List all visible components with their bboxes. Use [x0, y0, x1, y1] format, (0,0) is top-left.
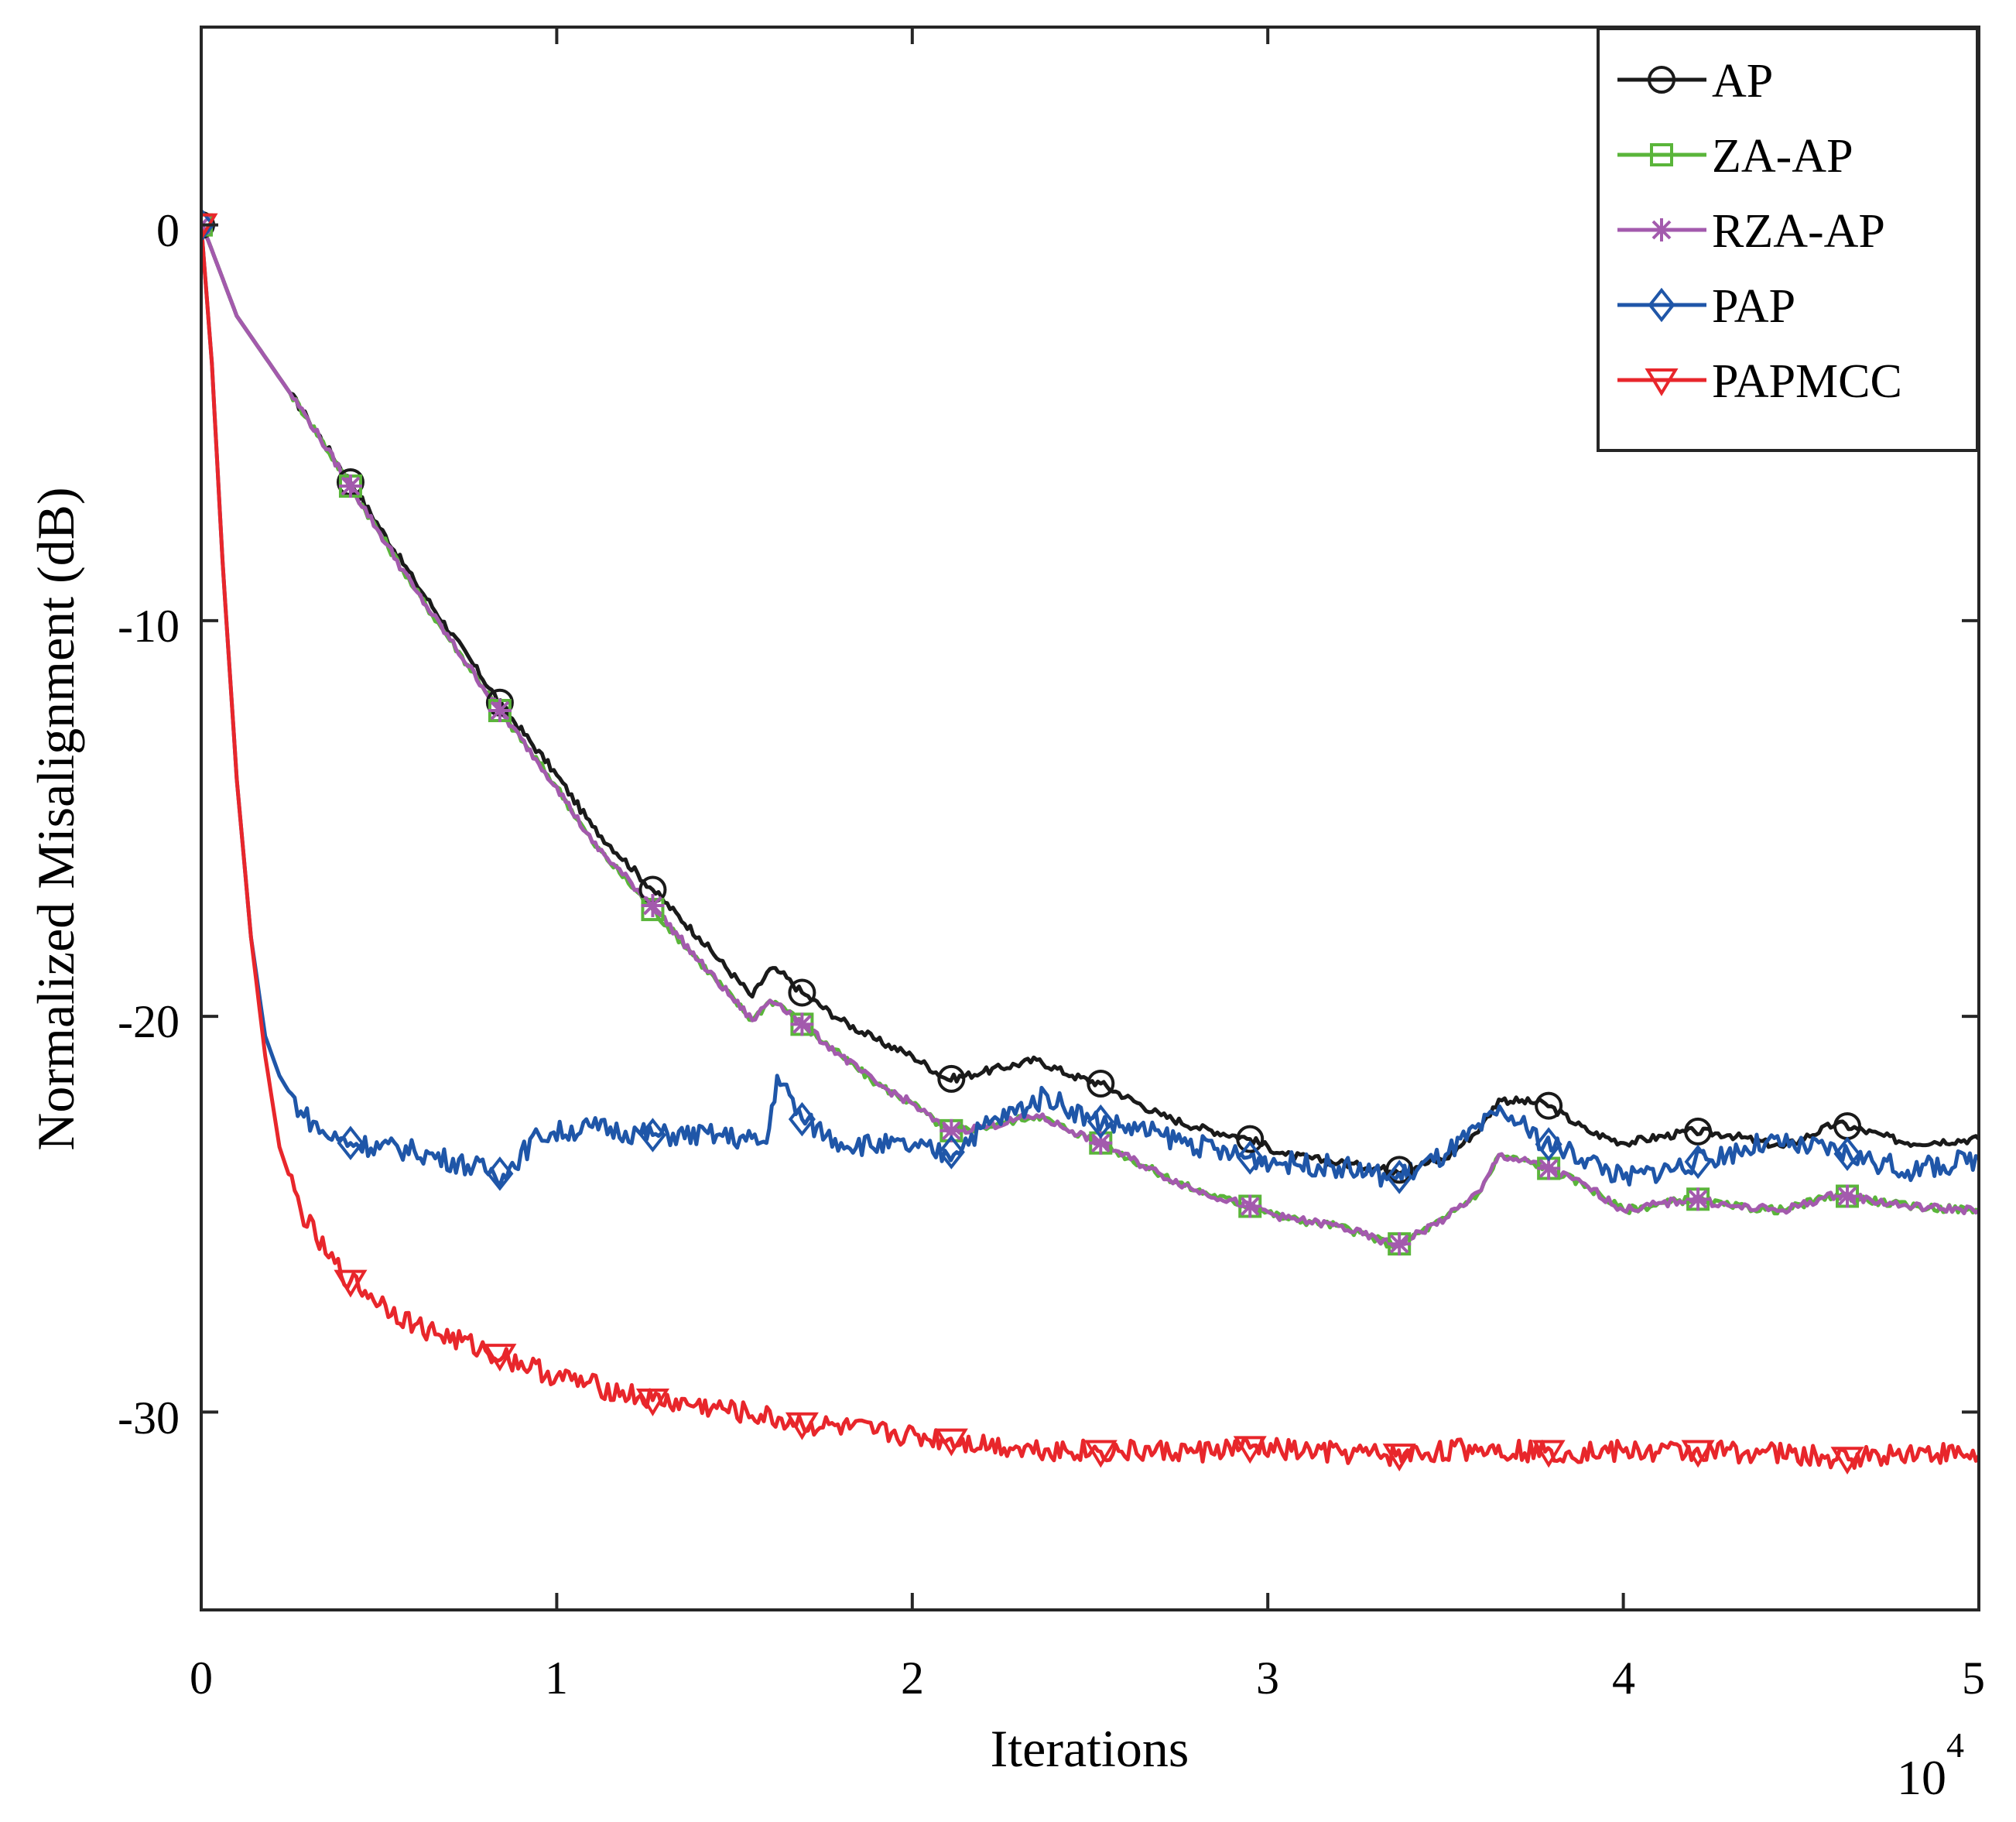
series-marker-pap — [788, 1101, 816, 1137]
x-axis-title: Iterations — [991, 1719, 1189, 1778]
legend-label: ZA-AP — [1712, 130, 1853, 183]
tick-marks — [200, 27, 1980, 1610]
legend-item-pap: PAP — [1617, 280, 1795, 333]
x-tick-label: 3 — [1256, 1652, 1279, 1704]
x-tick-label: 1 — [545, 1652, 568, 1704]
series-marker-papmcc — [1532, 1440, 1566, 1468]
series-marker-papmcc — [1681, 1440, 1715, 1468]
legend-marker-rza-ap — [1650, 218, 1673, 241]
x-tick-label: 2 — [901, 1652, 924, 1704]
series-marker-rza-ap — [338, 474, 362, 498]
series-marker-papmcc — [635, 1389, 669, 1416]
series-marker-ap — [1087, 1070, 1115, 1098]
series-marker-pap — [337, 1125, 365, 1160]
legend-label: PAPMCC — [1712, 355, 1902, 408]
series-marker-ap — [1385, 1156, 1414, 1184]
series-marker-papmcc — [934, 1428, 968, 1457]
y-tick-label: 0 — [156, 205, 180, 256]
y-tick-label: -20 — [118, 996, 180, 1047]
y-axis-title: Normalized Misalignment (dB) — [26, 487, 85, 1150]
series-marker-rza-ap — [1836, 1184, 1860, 1208]
series-marker-rza-ap — [1388, 1232, 1412, 1256]
series-marker-papmcc — [483, 1344, 517, 1372]
y-tick-label: -30 — [118, 1392, 180, 1444]
series-marker-papmcc — [1233, 1436, 1267, 1464]
legend-label: AP — [1712, 55, 1773, 108]
series-marker-ap — [1535, 1091, 1563, 1120]
x-tick-labels: 0 1 2 3 4 5 — [190, 1652, 1985, 1704]
legend-marker-pap — [1648, 287, 1675, 323]
series-marker-ap — [937, 1064, 966, 1093]
legend-label: RZA-AP — [1712, 205, 1885, 258]
series-marker-pap — [486, 1156, 514, 1191]
series-marker-ap — [1236, 1125, 1265, 1153]
legend-label: PAP — [1712, 280, 1795, 333]
series-marker-pap — [1385, 1159, 1413, 1194]
y-tick-labels: 0 -10 -20 -30 — [118, 205, 180, 1444]
series-marker-rza-ap — [488, 699, 512, 723]
series-marker-ap — [788, 978, 816, 1007]
series-marker-papmcc — [785, 1412, 819, 1440]
x-axis-multiplier: 10 4 — [1897, 1725, 1964, 1805]
series-marker-rza-ap — [790, 1012, 814, 1036]
series-marker-ap — [1684, 1117, 1713, 1146]
series-marker-papmcc — [1083, 1440, 1118, 1468]
plot-area — [200, 26, 1980, 1611]
series-marker-pap — [638, 1118, 666, 1152]
x-tick-label: 0 — [190, 1652, 213, 1704]
legend-item-ap: AP — [1617, 55, 1773, 108]
legend-marker-ap — [1648, 66, 1675, 94]
series-marker-papmcc — [1382, 1444, 1416, 1472]
legend-item-papmcc: PAPMCC — [1617, 355, 1902, 408]
series-marker-rza-ap — [1238, 1194, 1262, 1218]
series-marker-pap — [1684, 1144, 1712, 1180]
axes-box — [200, 26, 1980, 1611]
series-marker-pap — [937, 1135, 965, 1170]
x-axis-multiplier-exponent: 4 — [1946, 1725, 1964, 1765]
series-marker-pap — [1833, 1136, 1861, 1172]
series-marker-pap — [1535, 1127, 1562, 1162]
series-marker-pap — [201, 207, 215, 242]
series-marker-papmcc — [334, 1269, 368, 1298]
series-marker-papmcc — [1830, 1447, 1864, 1475]
series-marker-pap — [1087, 1104, 1114, 1139]
series-marker-rza-ap — [1686, 1187, 1710, 1211]
series-marker-pap — [1236, 1140, 1264, 1175]
x-axis-multiplier-base: 10 — [1897, 1750, 1946, 1805]
series-line-pap — [201, 224, 1979, 1188]
legend-item-rza-ap: RZA-AP — [1617, 205, 1885, 258]
x-tick-label: 4 — [1612, 1652, 1635, 1704]
series-marker-rza-ap — [641, 893, 665, 917]
x-tick-label: 5 — [1962, 1652, 1985, 1704]
legend-marker-za-ap — [1650, 143, 1673, 166]
legend: AP ZA-AP RZA-AP PAP PAPMCC — [1597, 27, 1979, 452]
legend-marker-papmcc — [1645, 368, 1679, 396]
y-tick-label: -10 — [118, 601, 180, 652]
legend-item-za-ap: ZA-AP — [1617, 130, 1853, 183]
